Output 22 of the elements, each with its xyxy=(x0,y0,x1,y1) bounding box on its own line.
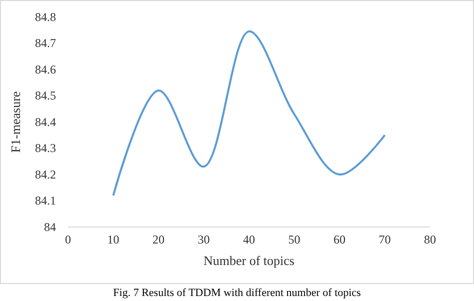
caption: Fig. 7 Results of TDDM with different number of topics xyxy=(113,287,361,299)
x-axis-title: Number of topics xyxy=(204,253,294,268)
y-tick-label: 84.6 xyxy=(35,62,56,76)
y-tick-label: 84 xyxy=(44,220,56,234)
y-tick-label: 84.2 xyxy=(35,167,56,182)
y-tick-label: 84.5 xyxy=(35,88,56,103)
line-series xyxy=(112,30,386,196)
x-tick-label: 80 xyxy=(424,232,436,247)
x-tick-label: 70 xyxy=(378,232,391,247)
x-tick-label: 0 xyxy=(65,232,71,247)
x-tick-label: 50 xyxy=(288,232,300,247)
y-tick-label: 84.1 xyxy=(35,194,56,208)
y-tick-label: 84.3 xyxy=(35,141,56,156)
x-tick-label: 20 xyxy=(152,232,164,247)
x-tick-label: 60 xyxy=(334,232,346,247)
y-axis-title: F1-measure xyxy=(8,91,23,153)
y-tick-label: 84.8 xyxy=(35,10,56,24)
x-tick-label: 10 xyxy=(107,232,120,247)
x-tick-label: 30 xyxy=(198,232,210,247)
y-tick-label: 84.7 xyxy=(35,36,56,50)
y-tick-label: 84.4 xyxy=(35,114,56,129)
x-tick-label: 40 xyxy=(243,232,255,247)
